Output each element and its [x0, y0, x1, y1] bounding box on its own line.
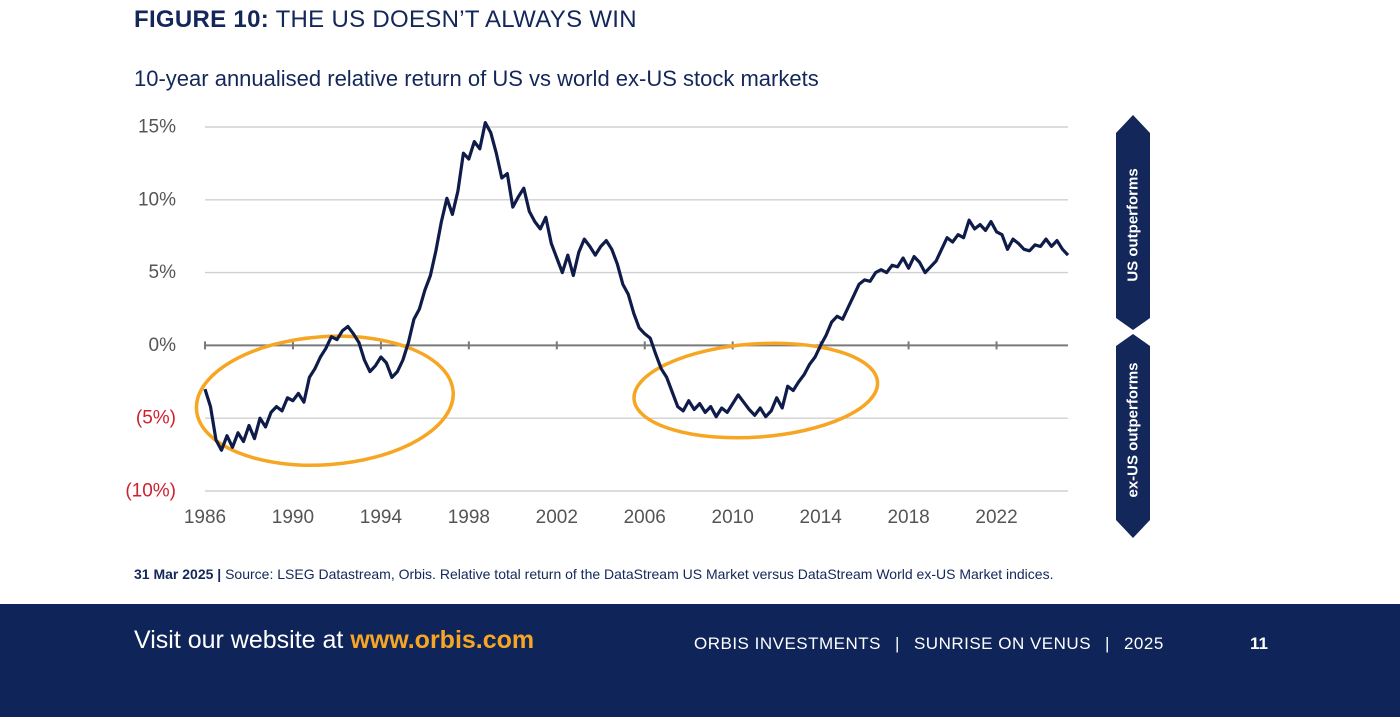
company-name: ORBIS INVESTMENTS [694, 634, 882, 653]
y-tick-label: 10% [138, 189, 176, 210]
x-tick-label: 2014 [800, 507, 843, 528]
figure-number: FIGURE 10: [134, 6, 270, 33]
x-tick-label: 1990 [272, 507, 314, 528]
source-note: 31 Mar 2025 | Source: LSEG Datastream, O… [134, 566, 1053, 582]
figure-title-text: THE US DOESN’T ALWAYS WIN [275, 6, 637, 33]
x-tick-label: 2006 [624, 507, 666, 528]
y-tick-label: (10%) [125, 481, 176, 502]
figure-title: FIGURE 10: THE US DOESN’T ALWAYS WIN [134, 6, 637, 34]
grid-lines [205, 126, 1068, 492]
arrow-down-shape [1116, 334, 1150, 538]
publication-name: SUNRISE ON VENUS [913, 634, 1092, 653]
publication-year: 2025 [1123, 634, 1164, 653]
x-tick-label: 2002 [536, 507, 578, 528]
y-tick-label: 0% [149, 335, 177, 356]
footer-bar: Visit our website at www.orbis.com ORBIS… [0, 604, 1400, 717]
x-tick-label: 2018 [887, 507, 929, 528]
highlight-ellipse [632, 341, 880, 440]
outperform-arrow: US outperforms ex-US outperforms [1116, 115, 1150, 538]
line-chart: 15% 10% 5% 0% (5%) (10%) 1986 1990 1994 1998 2002… [125, 115, 1150, 538]
y-tick-label: 5% [149, 262, 177, 283]
highlight-ellipses [194, 334, 880, 468]
visit-prefix: Visit our website at [134, 626, 344, 654]
chart-subtitle: 10-year annualised relative return of US… [134, 66, 819, 91]
x-tick-label: 2022 [975, 507, 1017, 528]
arrow-up-shape [1116, 115, 1150, 330]
highlight-ellipse [194, 334, 455, 468]
separator: | [895, 634, 900, 653]
y-axis-ticks: 15% 10% 5% 0% (5%) (10%) [125, 117, 176, 502]
website-line: Visit our website at www.orbis.com [134, 626, 534, 655]
page-number: 11 [1250, 634, 1268, 653]
ex-us-outperforms-label: ex-US outperforms [1125, 362, 1142, 497]
y-tick-label: 15% [138, 117, 176, 138]
y-tick-label: (5%) [136, 408, 176, 429]
x-tick-label: 1998 [448, 507, 490, 528]
publication-meta: ORBIS INVESTMENTS | SUNRISE ON VENUS | 2025 [694, 634, 1164, 654]
source-date: 31 Mar 2025 | [134, 566, 222, 582]
x-tick-label: 2010 [712, 507, 754, 528]
x-tick-label: 1986 [184, 507, 226, 528]
us-outperforms-label: US outperforms [1125, 168, 1142, 281]
website-link[interactable]: www.orbis.com [350, 626, 535, 654]
separator: | [1105, 634, 1110, 653]
x-tick-label: 1994 [360, 507, 403, 528]
relative-return-line [203, 121, 1070, 452]
source-text: Source: LSEG Datastream, Orbis. Relative… [225, 566, 1054, 582]
x-axis-ticks: 1986 1990 1994 1998 2002 2006 2010 2014 2018 2022 [184, 341, 1018, 528]
